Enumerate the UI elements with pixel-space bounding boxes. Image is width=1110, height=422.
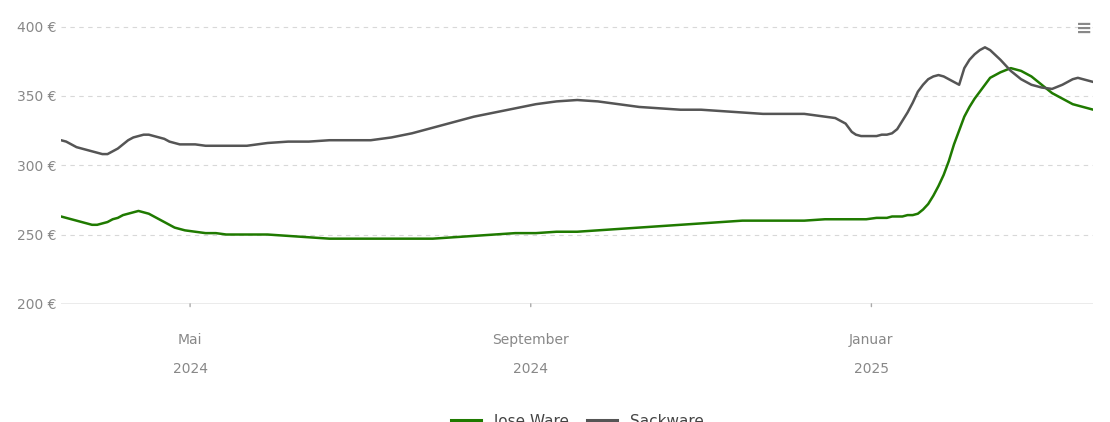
Text: 2024: 2024 <box>513 362 548 376</box>
Text: ≡: ≡ <box>1076 19 1092 38</box>
Legend: lose Ware, Sackware: lose Ware, Sackware <box>445 408 709 422</box>
Text: Januar: Januar <box>849 333 894 347</box>
Text: Mai: Mai <box>178 333 202 347</box>
Text: 2024: 2024 <box>172 362 208 376</box>
Text: 2025: 2025 <box>854 362 889 376</box>
Text: September: September <box>493 333 569 347</box>
